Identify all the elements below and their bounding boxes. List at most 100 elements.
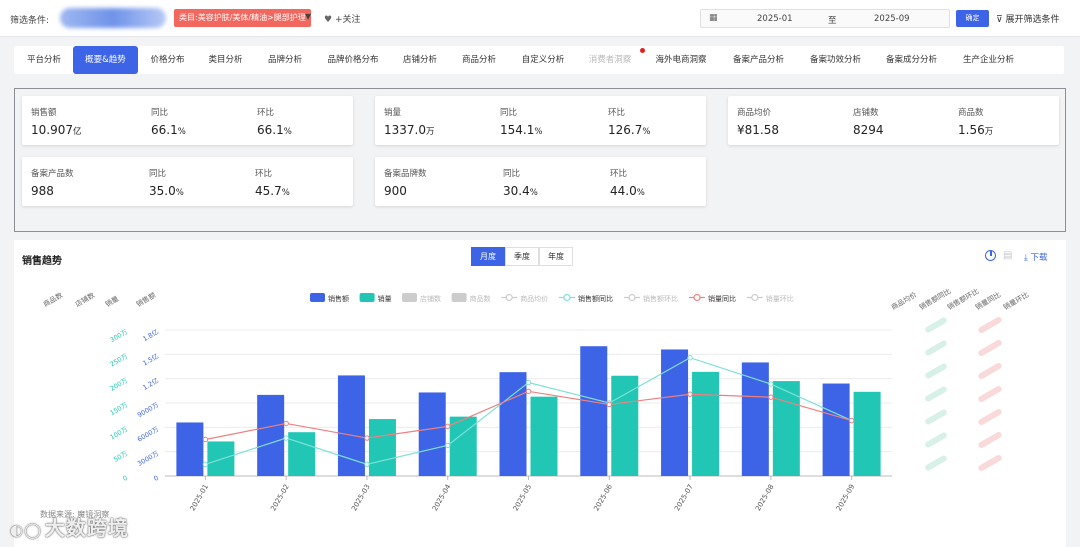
tab-filed-ingredient[interactable]: 备案成分分析 [874, 46, 949, 74]
metric-value: 35.0% [149, 184, 184, 198]
value-unit: 万 [426, 127, 435, 137]
tab-price-dist[interactable]: 价格分布 [139, 46, 196, 74]
tab-label: 生产企业分析 [962, 55, 1014, 65]
metric-title: 备案产品数 [31, 169, 74, 179]
plus-icon: + [334, 15, 343, 25]
tab-overseas[interactable]: 海外电商洞察 [648, 46, 714, 74]
download-icon: ⤓ [1024, 253, 1028, 263]
filter-label: 筛选条件: [10, 16, 50, 26]
tab-category[interactable]: 类目分析 [197, 46, 254, 74]
filed-products-mom: 环比 45.7% [255, 167, 290, 198]
tab-label: 商品分析 [461, 55, 496, 65]
metric-value: 10.907亿 [31, 123, 82, 137]
value-number: 1337.0 [384, 123, 426, 137]
value-number: 66.1 [151, 123, 178, 137]
metric-value: ¥81.58 [737, 123, 779, 137]
items-metric: 商品数 1.56万 [958, 106, 993, 137]
value-unit: % [636, 188, 645, 198]
expand-filter-label: 展开筛选条件 [1005, 15, 1060, 25]
tab-label: 概要&趋势 [85, 55, 126, 65]
metric-title: 环比 [255, 169, 273, 179]
value-number: 45.7 [255, 184, 282, 198]
value-unit: % [177, 127, 186, 137]
sales-trend-panel: 销售趋势 月度 季度 年度 ▤ ⤓ 下载 [14, 240, 1066, 547]
date-range-picker[interactable]: ▦ 2025-01 至 2025-09 [700, 9, 950, 28]
metric-title: 环比 [608, 108, 626, 118]
metric-title: 销售额 [31, 108, 57, 118]
metric-title: 同比 [151, 108, 169, 118]
tab-label: 备案功效分析 [809, 55, 861, 65]
metric-value: 66.1% [151, 123, 186, 137]
sales-metric: 销售额 10.907亿 [31, 106, 82, 137]
tab-overview-trend[interactable]: 概要&趋势 [73, 46, 138, 74]
analysis-tabs: 平台分析 概要&趋势 价格分布 类目分析 品牌分析 品牌价格分布 店铺分析 商品… [14, 46, 1064, 74]
tab-label: 消费者洞察 [588, 55, 632, 65]
tab-label: 海外电商洞察 [655, 55, 707, 65]
tab-filed-efficacy[interactable]: 备案功效分析 [798, 46, 873, 74]
metric-value: 66.1% [257, 123, 292, 137]
tab-platform[interactable]: 平台分析 [17, 46, 71, 74]
value-number: 126.7 [608, 123, 643, 137]
volume-card: 销量 1337.0万 同比 154.1% 环比 126.7% [375, 96, 706, 145]
metric-title: 环比 [610, 169, 628, 179]
watermark-text: 大数跨境 [44, 516, 129, 540]
tab-product[interactable]: 商品分析 [450, 46, 508, 74]
tab-label: 品牌分析 [267, 55, 302, 65]
filed-brands-card: 备案品牌数 900 同比 30.4% 环比 44.0% [375, 157, 706, 206]
table-view-icon[interactable]: ▤ [1003, 250, 1013, 261]
metric-value: 900 [384, 184, 407, 198]
chart-view-icon[interactable] [985, 250, 996, 261]
value-number: 30.4 [503, 184, 530, 198]
date-end[interactable]: 2025-09 [874, 14, 910, 24]
redacted-chip[interactable] [60, 8, 166, 28]
tab-label: 店铺分析 [402, 55, 437, 65]
tab-label: 类目分析 [208, 55, 243, 65]
value-unit: % [281, 188, 290, 198]
value-number: 44.0 [610, 184, 637, 198]
tab-custom[interactable]: 自定义分析 [510, 46, 576, 74]
metric-title: 同比 [503, 169, 521, 179]
date-start[interactable]: 2025-01 [757, 14, 793, 24]
download-button[interactable]: ⤓ 下载 [1024, 251, 1047, 263]
tab-consumer[interactable]: 消费者洞察 [580, 46, 645, 74]
chart-title: 销售趋势 [22, 256, 62, 267]
heart-icon: ♥ [324, 15, 333, 25]
value-unit: % [642, 127, 651, 137]
granularity-monthly[interactable]: 月度 [471, 247, 505, 266]
metric-title: 店铺数 [853, 108, 879, 118]
metric-title: 商品数 [958, 108, 984, 118]
tab-shop[interactable]: 店铺分析 [392, 46, 448, 74]
value-unit: 万 [984, 127, 994, 137]
tab-brand-price[interactable]: 品牌价格分布 [315, 46, 391, 74]
metric-value: 1.56万 [958, 123, 993, 137]
tab-manufacturer[interactable]: 生产企业分析 [951, 46, 1026, 74]
caret-down-icon[interactable]: ▼ [305, 12, 312, 21]
metric-title: 商品均价 [737, 108, 772, 118]
shops-metric: 店铺数 8294 [853, 106, 884, 137]
follow-button[interactable]: ♥ +关注 [324, 12, 361, 25]
value-number: 10.907 [31, 123, 73, 137]
metric-value: 988 [31, 184, 54, 198]
filed-brands-metric: 备案品牌数 900 [384, 167, 427, 198]
metric-title: 同比 [149, 169, 167, 179]
granularity-yearly[interactable]: 年度 [539, 247, 573, 266]
metric-value: 30.4% [503, 184, 538, 198]
filed-brands-yoy: 同比 30.4% [503, 167, 538, 198]
metric-title: 销量 [384, 108, 402, 118]
value-number: 154.1 [500, 123, 535, 137]
confirm-button[interactable]: 确定 [956, 10, 989, 27]
filed-products-yoy: 同比 35.0% [149, 167, 184, 198]
tab-filed-product[interactable]: 备案产品分析 [721, 46, 796, 74]
value-number: 35.0 [149, 184, 176, 198]
data-source: 数据来源: 魔镜洞察 [40, 510, 110, 519]
value-unit: % [534, 127, 543, 137]
filed-brands-mom: 环比 44.0% [610, 167, 645, 198]
tab-brand[interactable]: 品牌分析 [256, 46, 314, 74]
granularity-quarterly[interactable]: 季度 [505, 247, 539, 266]
volume-yoy: 同比 154.1% [500, 106, 542, 137]
filed-products-metric: 备案产品数 988 [31, 167, 74, 198]
expand-filter-button[interactable]: ⊽ 展开筛选条件 [996, 12, 1059, 25]
category-tag[interactable]: 类目:美容护肤/美体/精油>腿部护理 [174, 9, 311, 27]
volume-mom: 环比 126.7% [608, 106, 650, 137]
metric-title: 备案品牌数 [384, 169, 427, 179]
